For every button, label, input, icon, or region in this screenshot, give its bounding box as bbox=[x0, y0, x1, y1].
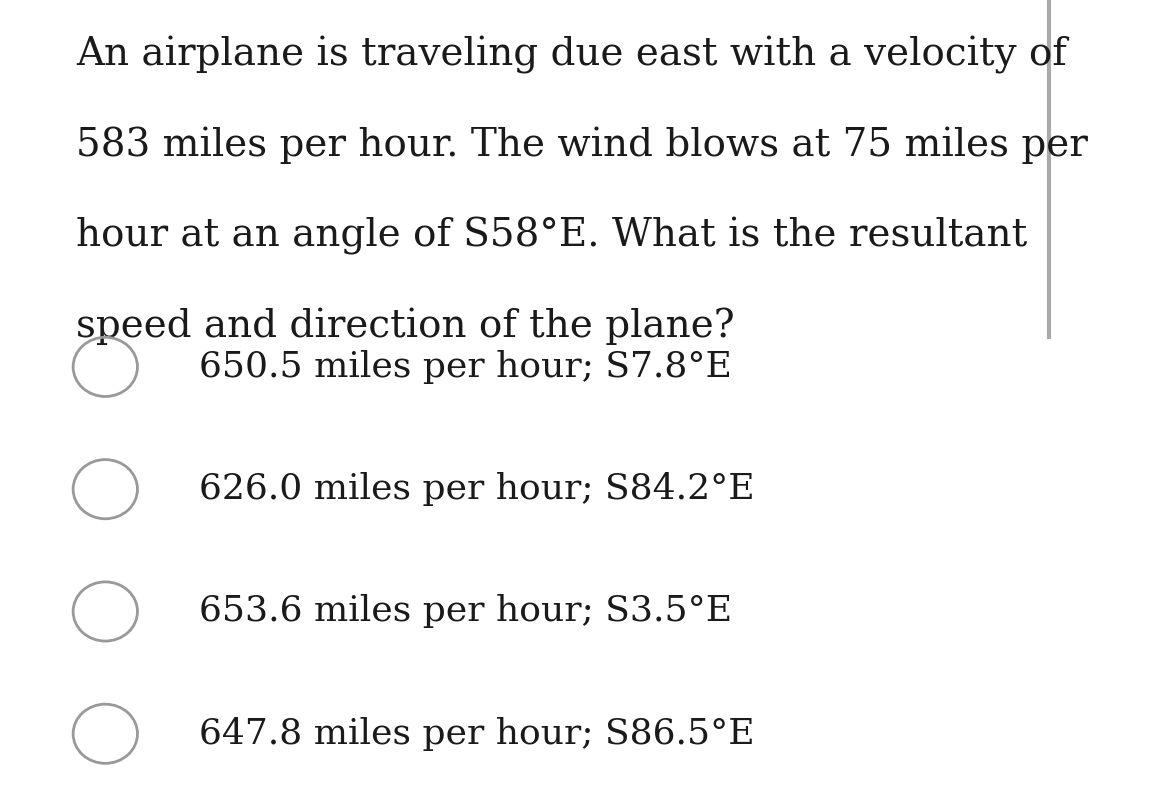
Text: 653.6 miles per hour; S3.5°E: 653.6 miles per hour; S3.5°E bbox=[199, 594, 732, 629]
Text: 650.5 miles per hour; S7.8°E: 650.5 miles per hour; S7.8°E bbox=[199, 350, 731, 384]
Text: 647.8 miles per hour; S86.5°E: 647.8 miles per hour; S86.5°E bbox=[199, 716, 755, 751]
Text: 583 miles per hour. The wind blows at 75 miles per: 583 miles per hour. The wind blows at 75… bbox=[76, 126, 1088, 164]
Text: An airplane is traveling due east with a velocity of: An airplane is traveling due east with a… bbox=[76, 36, 1067, 73]
Text: hour at an angle of S58°E. What is the resultant: hour at an angle of S58°E. What is the r… bbox=[76, 217, 1027, 255]
Text: speed and direction of the plane?: speed and direction of the plane? bbox=[76, 308, 735, 346]
Text: 626.0 miles per hour; S84.2°E: 626.0 miles per hour; S84.2°E bbox=[199, 472, 755, 507]
